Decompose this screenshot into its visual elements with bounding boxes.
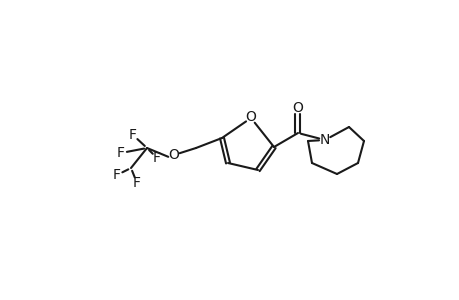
Text: F: F (133, 176, 141, 190)
Text: F: F (113, 168, 121, 182)
Text: O: O (245, 110, 256, 124)
Text: O: O (292, 101, 303, 115)
Text: F: F (153, 151, 161, 165)
Text: O: O (168, 148, 179, 162)
Text: N: N (319, 133, 330, 147)
Text: F: F (117, 146, 125, 160)
Text: F: F (129, 128, 137, 142)
